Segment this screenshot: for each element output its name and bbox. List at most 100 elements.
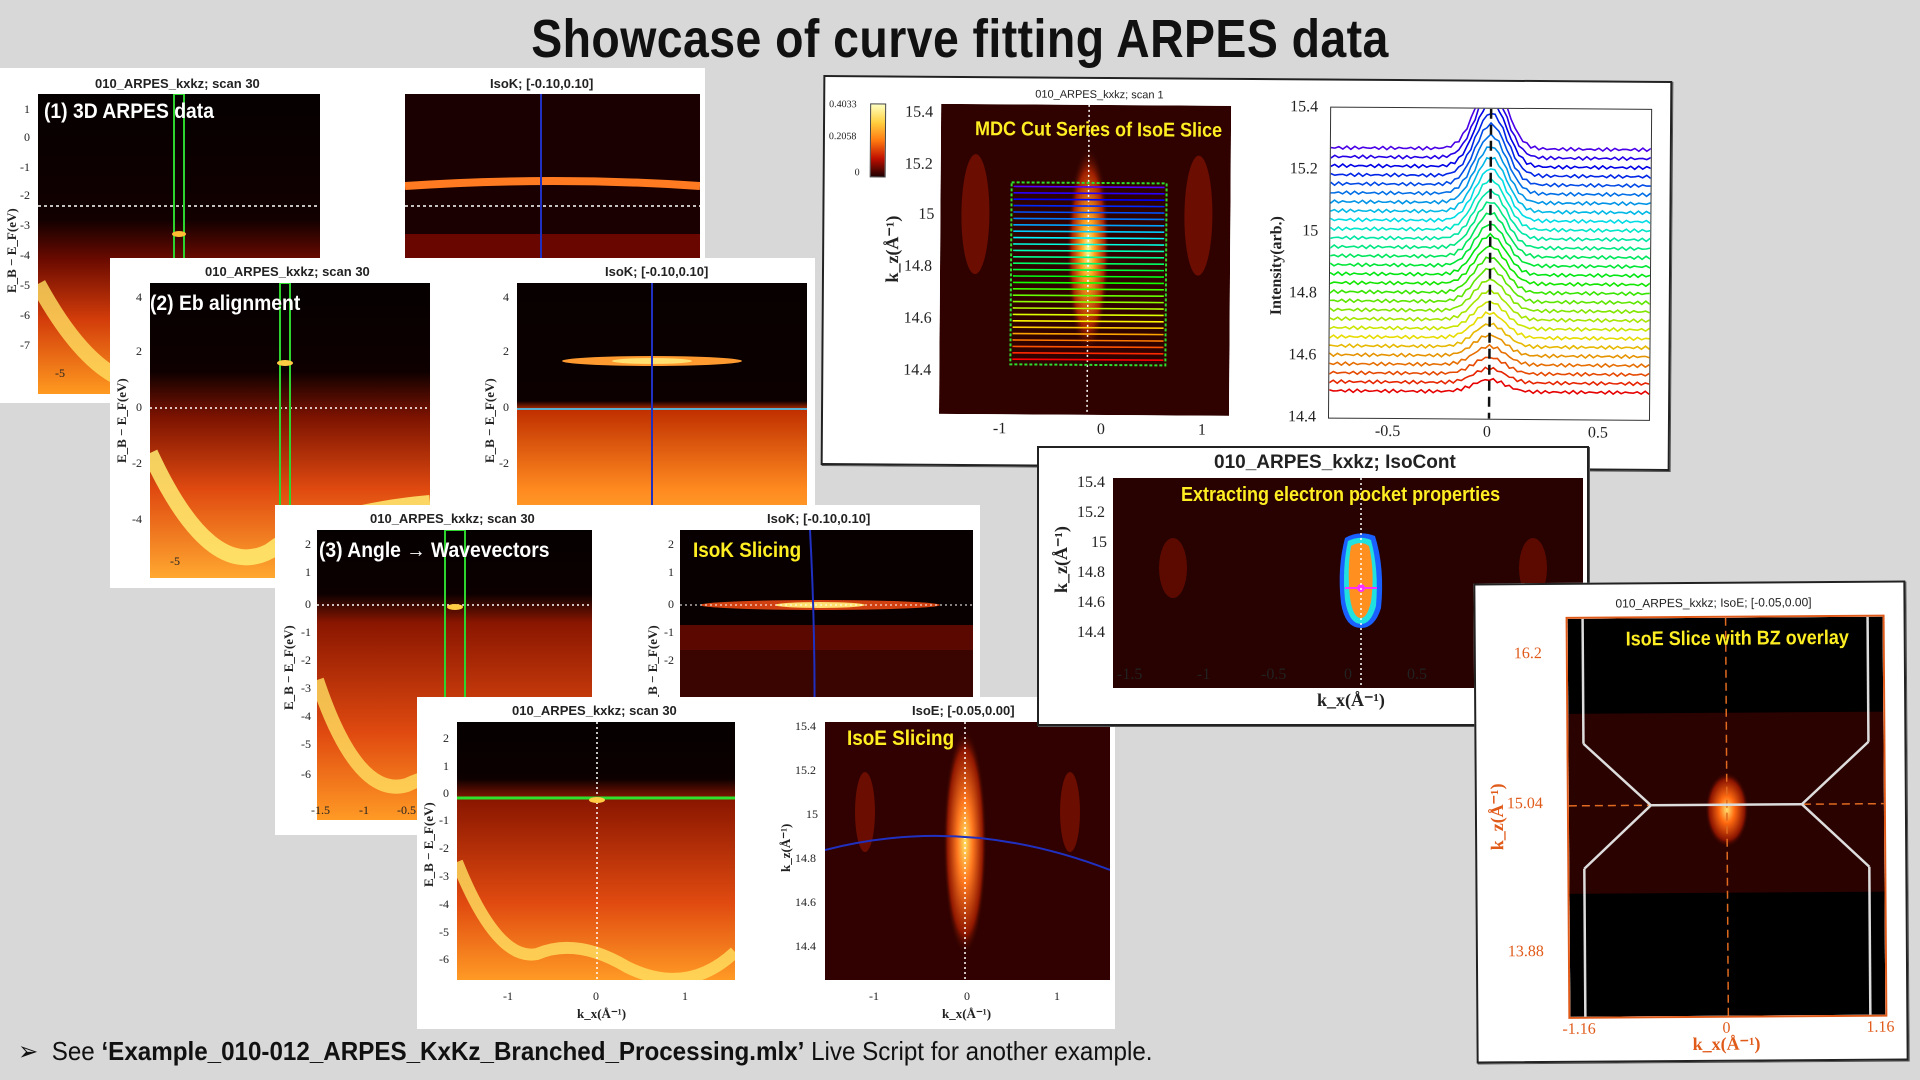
panel-4-ytick: -4	[439, 897, 449, 911]
bullet-icon: ➢	[18, 1036, 39, 1066]
panel-4-right-ytick: 14.8	[795, 851, 816, 865]
footer-suffix: Live Script for another example.	[804, 1036, 1153, 1066]
panel-2-ytick: -4	[132, 512, 142, 526]
panel-4-ytick: -5	[439, 925, 449, 939]
panel-7-plot	[1565, 614, 1888, 1019]
panel-3-ylabel: E_B − E_F(eV)	[281, 625, 296, 710]
mdc-cut-line	[1013, 198, 1165, 202]
mdc-cut-line	[1013, 262, 1165, 266]
panel-4-right-ytick: 15.2	[795, 763, 816, 777]
panel-2-right-ytick: 2	[503, 344, 509, 358]
mdc-cut-line	[1013, 185, 1165, 189]
mdc-curve	[1328, 377, 1650, 396]
panel-4-ytick: -2	[439, 841, 449, 855]
panel-2-xtick: -5	[170, 554, 180, 568]
panel-6-xtick: -1.5	[1117, 666, 1143, 683]
mdc-cut-line	[1012, 326, 1164, 330]
panel-5-xtick: 0	[1096, 420, 1105, 439]
panel-4-right-label: IsoE Slicing	[847, 727, 955, 750]
panel-5-ytick: 15.4	[905, 103, 934, 121]
panel-2-right-ytick: 0	[503, 400, 509, 414]
panel-1-ytick: -2	[20, 188, 30, 202]
panel-5-mdc-xtick: 0.5	[1587, 424, 1608, 442]
panel-5-card: 010_ARPES_kxkz; scan 1 0.4033 0.2058 0 M…	[820, 75, 1673, 471]
mdc-cut-line	[1013, 255, 1165, 259]
panel-4-right-heatmap	[825, 722, 1110, 980]
panel-5-isoe-plot	[939, 103, 1232, 416]
panel-1-ytick: -5	[20, 278, 30, 292]
panel-5-colorbar	[869, 103, 887, 178]
panel-4-right-plot	[825, 722, 1110, 980]
mdc-cut-line	[1013, 204, 1165, 208]
panel-4-ytick: -6	[439, 952, 449, 966]
panel-2-ytick: -2	[132, 456, 142, 470]
panel-4-left-heatmap	[457, 722, 735, 980]
mdc-cut-line	[1012, 275, 1164, 278]
panel-4-right-xlabel: k_x(Å⁻¹)	[942, 1006, 992, 1021]
panel-7-ylabel: k_z(Å⁻¹)	[1486, 783, 1508, 851]
panel-4-right-ytick: 15	[806, 807, 818, 821]
panel-6-ytick: 14.8	[1077, 564, 1105, 581]
panel-3-right-title: IsoK; [-0.10,0.10]	[767, 511, 871, 526]
panel-4-right-ylabel: k_z(Å⁻¹)	[778, 823, 793, 872]
panel-3-right-label: IsoK Slicing	[693, 539, 802, 562]
panel-4-xlabel: k_x(Å⁻¹)	[577, 1006, 627, 1021]
panel-5-colorbar-tick: 0.2058	[828, 131, 857, 143]
panel-1-right-title: IsoK; [-0.10,0.10]	[490, 76, 594, 91]
panel-5-ytick: 15.2	[904, 155, 933, 173]
panel-5-ytick: 14.4	[903, 361, 932, 379]
mdc-curve	[1329, 201, 1651, 252]
mdc-cut-line	[1012, 313, 1164, 317]
panel-7-xtick: 1.16	[1866, 1018, 1895, 1036]
panel-7-ytick: 13.88	[1507, 943, 1544, 961]
mdc-cut-line	[1013, 217, 1165, 221]
panel-3-left-title: 010_ARPES_kxkz; scan 30	[370, 511, 535, 526]
panel-5-xtick: 1	[1197, 421, 1206, 439]
mdc-cut-line	[1013, 268, 1165, 272]
panel-3-right-ytick: -1	[664, 625, 674, 639]
panel-3-right-ytick: 1	[668, 565, 674, 579]
panel-6-xlabel: k_x(Å⁻¹)	[1317, 690, 1385, 710]
panel-7-xtick: -1.16	[1562, 1020, 1596, 1038]
panel-2-label: (2) Eb alignment	[150, 292, 301, 315]
panel-6-ytick: 14.4	[1077, 624, 1105, 641]
panel-4-ytick: 1	[443, 759, 449, 773]
mdc-cut-line	[1012, 281, 1164, 285]
mdc-curve	[1329, 168, 1651, 225]
panel-6-ytick: 15.4	[1077, 474, 1105, 491]
mdc-curve	[1330, 121, 1651, 189]
panel-5-label: MDC Cut Series of IsoE Slice	[974, 118, 1223, 142]
footer-filename: ‘Example_010-012_ARPES_KxKz_Branched_Pro…	[101, 1036, 805, 1066]
panel-5-colorbar-tick: 0.4033	[829, 99, 857, 111]
panel-5-title: 010_ARPES_kxkz; scan 1	[1035, 88, 1164, 102]
mdc-cut-line	[1013, 236, 1165, 240]
panel-3-right-ytick: 2	[668, 537, 674, 551]
panel-6-card: 010_ARPES_kxkz; IsoCont Extracting elect…	[1037, 446, 1589, 726]
panel-1-ytick: -4	[20, 248, 30, 262]
panel-4-xtick: 0	[593, 989, 599, 1003]
mdc-cut-line	[1013, 223, 1165, 227]
panel-5-mdc-ylabel: Intensity(arb.)	[1267, 216, 1286, 316]
panel-6-xtick: 0.5	[1407, 666, 1427, 683]
panel-4-right-title: IsoE; [-0.05,0.00]	[912, 703, 1015, 718]
panel-7-ytick: 16.2	[1513, 645, 1542, 663]
panel-6-ytick: 15.2	[1077, 504, 1105, 521]
panel-7-heatmap	[1567, 616, 1886, 1017]
mdc-cut-line	[1012, 294, 1164, 298]
panel-4-right-ytick: 14.6	[795, 895, 816, 909]
panel-4-ytick: 2	[443, 731, 449, 745]
panel-3-ytick: 1	[305, 565, 311, 579]
panel-2-right-ytick: 4	[503, 290, 509, 304]
panel-6-ylabel: k_z(Å⁻¹)	[1051, 526, 1071, 593]
panel-3-ytick: -5	[301, 737, 311, 751]
mdc-cut-line	[1013, 191, 1165, 195]
panel-2-right-title: IsoK; [-0.10,0.10]	[605, 264, 709, 279]
panel-5-ytick: 15	[918, 205, 935, 223]
panel-6-title: 010_ARPES_kxkz; IsoCont	[1214, 452, 1456, 473]
panel-7-label: IsoE Slice with BZ overlay	[1625, 626, 1849, 651]
panel-3-ytick: 0	[305, 597, 311, 611]
panel-1-ylabel: E_B − E_F(eV)	[4, 208, 19, 293]
panel-6-xtick: -1	[1197, 666, 1211, 683]
panel-4-ylabel: E_B − E_F(eV)	[421, 802, 436, 887]
panel-3-right-ytick: 0	[668, 597, 674, 611]
